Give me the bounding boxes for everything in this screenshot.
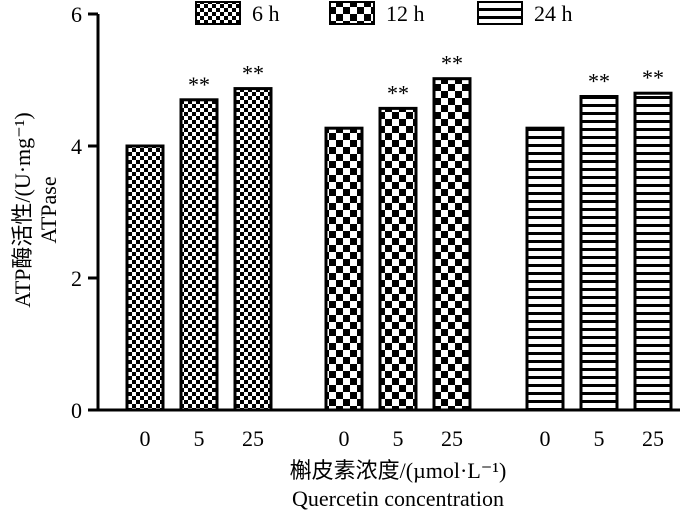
legend: 6 h 12 h 24 h bbox=[195, 1, 573, 26]
x-category-label: 0 bbox=[140, 426, 151, 451]
significance-label: ** bbox=[642, 65, 664, 90]
legend-swatch bbox=[195, 1, 241, 25]
x-axis-title-en: Quercetin concentration bbox=[292, 486, 504, 511]
significance-label: ** bbox=[242, 61, 264, 86]
bar bbox=[432, 77, 472, 412]
significance-label: ** bbox=[588, 69, 610, 94]
x-category-label: 25 bbox=[242, 426, 264, 451]
legend-label: 12 h bbox=[386, 1, 425, 26]
y-axis-title-cn: ATP酶活性/(U·mg⁻¹) bbox=[10, 112, 35, 307]
significance-label: ** bbox=[188, 72, 210, 97]
bar bbox=[378, 106, 418, 412]
bar bbox=[525, 126, 565, 412]
bar bbox=[633, 91, 673, 412]
x-category-label: 25 bbox=[642, 426, 664, 451]
significance-marks: ** ** ** ** ** ** bbox=[188, 51, 664, 106]
y-axis-title-en: ATPase bbox=[36, 176, 61, 243]
y-tick-label: 4 bbox=[71, 134, 82, 159]
bar bbox=[579, 95, 619, 412]
significance-label: ** bbox=[387, 80, 409, 105]
x-category-label: 0 bbox=[540, 426, 551, 451]
y-ticks: 0 2 4 6 bbox=[71, 2, 98, 423]
significance-label: ** bbox=[441, 51, 463, 76]
x-category-label: 5 bbox=[393, 426, 404, 451]
y-tick-label: 6 bbox=[71, 2, 82, 27]
category-labels: 0 5 25 0 5 25 0 5 25 bbox=[140, 426, 665, 451]
x-axis-title-cn: 槲皮素浓度/(µmol·L⁻¹) bbox=[290, 458, 507, 483]
legend-swatch bbox=[477, 1, 523, 25]
y-tick-label: 2 bbox=[71, 266, 82, 291]
legend-label: 6 h bbox=[252, 1, 280, 26]
bar bbox=[233, 87, 273, 412]
bars bbox=[125, 77, 673, 412]
x-category-label: 5 bbox=[594, 426, 605, 451]
bar bbox=[179, 98, 219, 412]
x-category-label: 0 bbox=[339, 426, 350, 451]
legend-label: 24 h bbox=[534, 1, 573, 26]
bar bbox=[125, 144, 165, 412]
legend-swatch bbox=[329, 1, 375, 25]
x-category-label: 5 bbox=[194, 426, 205, 451]
y-tick-label: 0 bbox=[71, 398, 82, 423]
x-category-label: 25 bbox=[441, 426, 463, 451]
bar bbox=[324, 126, 364, 412]
